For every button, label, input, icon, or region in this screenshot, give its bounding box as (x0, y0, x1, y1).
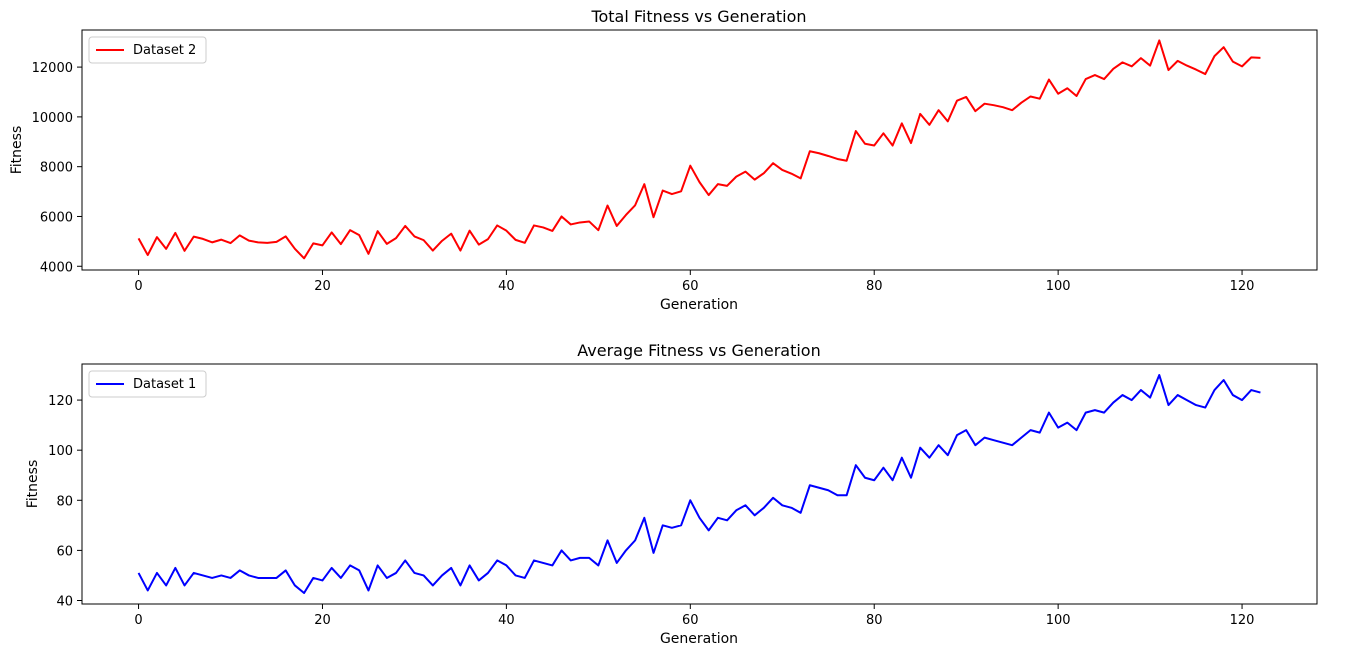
series-line-dataset-1 (137, 374, 1261, 594)
y-tick-label: 120 (48, 394, 73, 409)
y-axis-label-2: Fitness (25, 460, 41, 509)
y-ticks-2: 40 60 80 100 120 (48, 394, 82, 609)
y-ticks-1: 4000 6000 8000 10000 12000 (32, 61, 82, 275)
x-tick-label: 40 (498, 279, 515, 294)
subplot-average-fitness: Average Fitness vs Generation Generation… (25, 341, 1318, 647)
y-tick-label: 4000 (40, 260, 73, 275)
x-tick-label: 20 (314, 279, 331, 294)
x-tick-label: 100 (1046, 613, 1071, 628)
legend-box-2 (88, 370, 207, 398)
x-tick-label: 80 (866, 279, 883, 294)
y-tick-label: 100 (48, 444, 73, 459)
series-group-1 (137, 39, 1261, 260)
y-tick-label: 8000 (40, 161, 73, 176)
chart-title-2: Average Fitness vs Generation (577, 341, 820, 360)
x-ticks-2: 0 20 40 60 80 100 120 (134, 604, 1254, 628)
legend-label-dataset-1: Dataset 1 (133, 377, 196, 392)
series-group-2 (137, 374, 1261, 594)
legend-label-dataset-2: Dataset 2 (133, 43, 196, 58)
x-tick-label: 120 (1230, 613, 1255, 628)
x-tick-label: 20 (314, 613, 331, 628)
x-tick-label: 60 (682, 279, 699, 294)
x-tick-label: 80 (866, 613, 883, 628)
y-axis-label-1: Fitness (9, 126, 25, 175)
chart-title-1: Total Fitness vs Generation (590, 7, 806, 26)
x-tick-label: 0 (134, 279, 142, 294)
x-tick-label: 40 (498, 613, 515, 628)
x-tick-label: 100 (1046, 279, 1071, 294)
y-tick-label: 6000 (40, 210, 73, 225)
legend-2: Dataset 1 (88, 370, 207, 398)
y-tick-label: 40 (56, 594, 73, 609)
y-tick-label: 12000 (32, 61, 73, 76)
legend-box-1 (88, 36, 207, 64)
x-tick-label: 120 (1230, 279, 1255, 294)
y-tick-label: 10000 (32, 111, 73, 126)
x-tick-label: 0 (134, 613, 142, 628)
y-tick-label: 80 (56, 494, 73, 509)
x-tick-label: 60 (682, 613, 699, 628)
x-axis-label-1: Generation (660, 297, 738, 313)
series-line-dataset-2 (137, 39, 1261, 260)
legend-1: Dataset 2 (88, 36, 207, 64)
x-axis-label-2: Generation (660, 631, 738, 647)
subplot-total-fitness: Total Fitness vs Generation Generation F… (9, 7, 1318, 313)
x-ticks-1: 0 20 40 60 80 100 120 (134, 270, 1254, 294)
y-tick-label: 60 (56, 544, 73, 559)
